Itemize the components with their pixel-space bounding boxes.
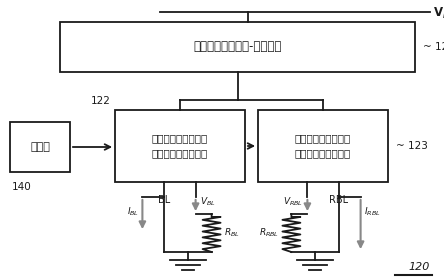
Text: $V_{RBL}$: $V_{RBL}$ — [283, 196, 303, 209]
Text: 140: 140 — [12, 182, 32, 192]
Bar — [60, 22, 415, 72]
Text: 控制器: 控制器 — [30, 142, 50, 152]
Bar — [258, 110, 388, 182]
Bar — [10, 122, 70, 172]
Text: $I_{BL}$: $I_{BL}$ — [127, 206, 139, 218]
Text: BL: BL — [158, 195, 170, 205]
Text: 120: 120 — [408, 262, 430, 272]
Text: $I_{RBL}$: $I_{RBL}$ — [364, 206, 380, 218]
Text: V$_{DD}$: V$_{DD}$ — [433, 5, 444, 20]
Text: 第二逤位电路（可微
调的或非可微调的）: 第二逤位电路（可微 调的或非可微调的） — [295, 134, 351, 158]
Text: ~ 123: ~ 123 — [396, 141, 428, 151]
Text: $R_{BL}$: $R_{BL}$ — [224, 227, 239, 239]
Text: $R_{RBL}$: $R_{RBL}$ — [259, 227, 279, 239]
Text: 122: 122 — [91, 96, 111, 106]
Text: 电压比较器（偏移-减小的）: 电压比较器（偏移-减小的） — [193, 41, 281, 53]
Bar — [115, 110, 245, 182]
Text: 第一逤位电路（可微
调的或非可微调的）: 第一逤位电路（可微 调的或非可微调的） — [152, 134, 208, 158]
Text: RBL: RBL — [329, 195, 348, 205]
Text: ~ 121: ~ 121 — [423, 42, 444, 52]
Text: $V_{BL}$: $V_{BL}$ — [200, 196, 215, 209]
